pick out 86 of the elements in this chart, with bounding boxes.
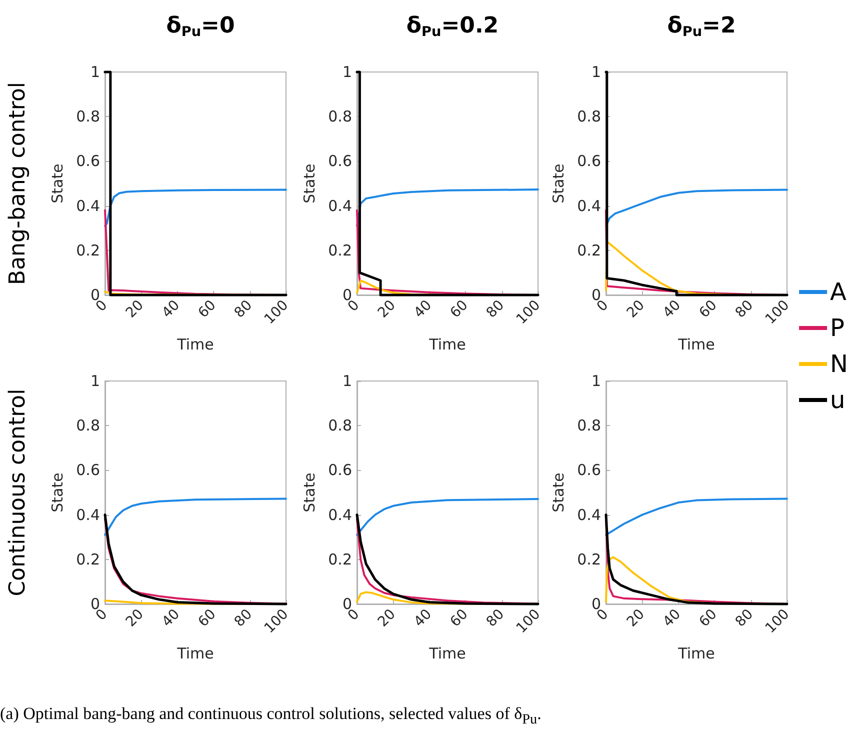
x-axis-title: Time — [176, 336, 214, 354]
x-axis-title: Time — [176, 644, 214, 662]
x-axis-title: Time — [677, 336, 715, 354]
y-tick-label: 1 — [591, 372, 601, 390]
x-tick-label: 100 — [261, 297, 292, 328]
line-series — [356, 498, 539, 536]
x-tick-label: 40 — [159, 297, 184, 322]
y-tick-label: 0.4 — [577, 196, 601, 215]
legend-label: N — [830, 350, 848, 378]
x-tick-label: 20 — [624, 606, 648, 630]
y-tick-label: 0.8 — [577, 108, 601, 126]
x-tick-label: 20 — [122, 606, 147, 630]
x-tick-label: 20 — [374, 606, 399, 630]
y-axis-title: State — [300, 472, 319, 512]
x-tick-label: 60 — [447, 606, 472, 630]
x-tick-label: 20 — [624, 297, 648, 322]
y-tick-label: 0.2 — [328, 241, 352, 260]
x-tick-label: 40 — [660, 606, 684, 630]
y-tick-label: 0.6 — [577, 152, 601, 170]
line-series — [104, 498, 287, 536]
text: Continuous control — [6, 388, 30, 596]
y-tick-label: 0.6 — [577, 461, 601, 480]
y-tick-label: 0.4 — [328, 506, 352, 524]
line-series — [104, 188, 287, 227]
y-tick-label: 0.6 — [76, 461, 100, 480]
y-tick-label: 0.8 — [76, 416, 100, 435]
line-series — [605, 498, 788, 536]
x-tick-label: 40 — [411, 297, 436, 322]
y-tick-label: 0.4 — [76, 506, 100, 524]
x-tick-label: 80 — [732, 606, 756, 630]
y-tick-label: 1 — [591, 63, 601, 81]
x-tick-label: 60 — [195, 606, 220, 630]
y-tick-label: 0.4 — [577, 506, 601, 524]
x-axis-title: Time — [428, 644, 466, 662]
x-tick-label: 60 — [195, 297, 220, 322]
x-axis-title: Time — [677, 644, 715, 662]
x-tick-label: 80 — [232, 606, 256, 630]
x-tick-label: 20 — [374, 297, 399, 322]
x-tick-label: 100 — [261, 606, 292, 637]
y-tick-label: 1 — [90, 63, 100, 81]
legend-label: u — [830, 386, 846, 414]
x-tick-label: 40 — [660, 297, 684, 322]
x-tick-label: 100 — [762, 606, 793, 637]
x-tick-label: 40 — [411, 606, 436, 630]
x-tick-label: 40 — [159, 606, 184, 630]
x-tick-label: 60 — [447, 297, 472, 322]
y-tick-label: 0.2 — [76, 550, 100, 568]
y-tick-label: 1 — [342, 63, 352, 81]
y-axis-title: State — [550, 472, 568, 512]
line-series — [356, 188, 539, 227]
y-tick-label: 0.4 — [328, 196, 352, 215]
legend-label: P — [830, 314, 845, 342]
y-tick-label: 0.2 — [577, 241, 601, 260]
y-tick-label: 0.8 — [76, 108, 100, 126]
y-tick-label: 0.8 — [328, 416, 352, 435]
x-tick-label: 100 — [513, 297, 544, 328]
y-tick-label: 0.8 — [328, 108, 352, 126]
y-tick-label: 0.4 — [76, 196, 100, 215]
x-axis-title: Time — [428, 336, 466, 354]
legend-label: A — [830, 278, 848, 306]
x-tick-label: 20 — [122, 297, 147, 322]
line-series — [604, 70, 788, 296]
y-tick-label: 0.2 — [76, 241, 100, 260]
y-axis-title: State — [300, 164, 319, 204]
y-tick-label: 1 — [342, 372, 352, 390]
x-tick-label: 80 — [232, 297, 256, 322]
y-tick-label: 0.2 — [328, 550, 352, 568]
x-tick-label: 100 — [513, 606, 544, 637]
y-tick-label: 0.6 — [328, 152, 352, 170]
line-series — [356, 70, 540, 296]
y-tick-label: 1 — [90, 372, 100, 390]
y-tick-label: 0.6 — [328, 461, 352, 480]
y-tick-label: 0.6 — [76, 152, 100, 170]
y-axis-title: State — [48, 472, 67, 512]
x-tick-label: 80 — [484, 606, 508, 630]
text: Bang-bang control — [6, 82, 30, 286]
x-tick-label: 80 — [732, 297, 756, 322]
y-tick-label: 0.8 — [577, 416, 601, 435]
y-axis-title: State — [48, 164, 67, 204]
text: (a) Optimal bang-bang and continuous control solutions, selected values of δ$_{Pu}$. — [0, 704, 542, 728]
y-axis-title: State — [550, 164, 568, 204]
x-tick-label: 60 — [696, 606, 720, 630]
y-tick-label: 0.2 — [577, 550, 601, 568]
x-tick-label: 60 — [696, 297, 720, 322]
x-tick-label: 80 — [484, 297, 508, 322]
x-tick-label: 100 — [762, 297, 793, 328]
